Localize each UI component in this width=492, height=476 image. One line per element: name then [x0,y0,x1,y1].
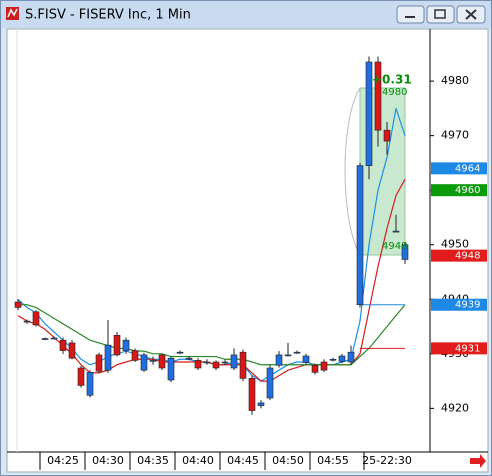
candle-body [329,358,337,361]
candle-body [149,360,157,362]
x-tick-label: 04:40 [182,454,214,467]
candle-body [59,339,67,351]
x-tick-label: 04:45 [227,454,259,467]
candle-body [383,129,391,142]
candle-body [167,357,175,381]
price-tag-label: 4939 [455,300,480,311]
candle-body [365,61,373,166]
price-tag-label: 4931 [455,343,480,354]
candle-body [50,337,58,340]
candle-body [140,354,148,371]
price-tag [431,184,487,197]
measure-top-label: 4980 [382,87,407,98]
measure-tool [344,87,406,256]
maximize-button[interactable] [426,5,455,24]
y-tick-label: 4950 [441,238,469,251]
candle-body [338,355,346,362]
y-tick-label: 4970 [441,129,469,142]
candle-body [194,360,202,369]
price-tag-label: 4948 [455,251,480,262]
candle-body [158,354,166,369]
candle-body [320,361,328,371]
candle-body [230,354,238,369]
x-tick-label: 04:50 [272,454,304,467]
candle-body [185,357,193,360]
candle-body [14,301,22,308]
window-icon-glyph [7,8,18,18]
candle-body [95,354,103,372]
x-tick-label: 04:30 [92,454,124,467]
candle-body [266,367,274,399]
candle-body [23,320,31,323]
candle-body [77,367,85,386]
candle-body [239,351,247,379]
x-tick-label: 25-22:30 [362,454,412,467]
candle-body [203,361,211,364]
candle-body [275,354,283,366]
candle-body [68,342,76,359]
candle-body [32,311,40,326]
price-tag [431,249,487,262]
candle-body [122,339,130,351]
candle-body [176,351,184,354]
candle-body [311,364,319,373]
candle-body [86,372,94,396]
y-tick-label: 4980 [441,74,469,87]
x-tick-label: 04:35 [137,454,169,467]
measure-bottom-label: 4948 [382,241,407,252]
price-tag-label: 4960 [455,185,480,196]
moving-average-line [18,304,406,366]
candle-body [284,354,292,357]
window-title: S.FISV - FISERV Inc, 1 Min [25,8,191,23]
price-tag [431,342,487,355]
measure-change: +0.31 [372,73,412,87]
candle-body [347,351,355,363]
candle-body [212,361,220,369]
candle-body [257,402,265,406]
candle-body [401,244,409,260]
price-tag [431,298,487,311]
close-button[interactable] [456,5,486,24]
candle-body [113,334,121,356]
x-tick-label: 04:55 [317,454,349,467]
candle-body [248,378,256,411]
scroll-arrow[interactable] [470,454,486,468]
candle-body [302,355,310,363]
candle-body [374,61,382,131]
candle-body [41,338,49,340]
candle-body [293,351,301,354]
minimize-button[interactable] [396,5,425,24]
candle-body [104,344,112,371]
candle-body [392,230,400,233]
price-tag [431,162,487,175]
y-tick-label: 4920 [441,401,469,414]
candle-body [356,165,364,306]
price-tag-label: 4964 [455,163,480,174]
candle-body [131,350,139,361]
candle-body [221,361,229,364]
x-tick-label: 04:25 [47,454,79,467]
chart-panel [6,28,489,473]
